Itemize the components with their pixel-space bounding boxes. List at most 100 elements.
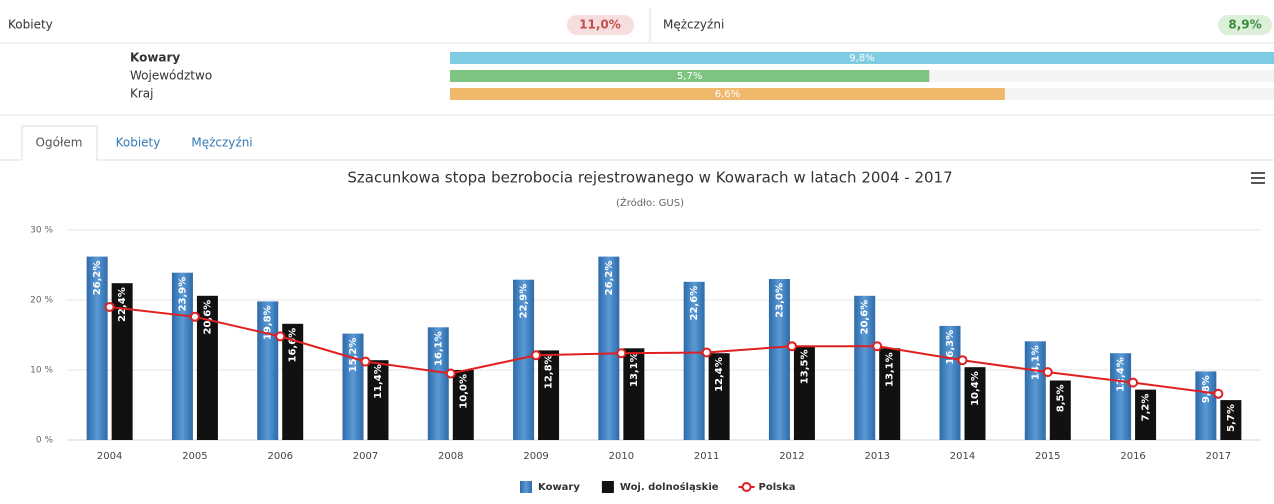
women-badge bbox=[567, 15, 634, 35]
data-label: 12,8% bbox=[544, 354, 555, 389]
x-tick-label: 2016 bbox=[1120, 451, 1145, 462]
bar bbox=[768, 279, 790, 440]
line-marker bbox=[1128, 377, 1139, 388]
bar bbox=[427, 327, 449, 440]
bar bbox=[538, 350, 560, 440]
line-marker bbox=[872, 341, 883, 352]
comparison-bar bbox=[450, 52, 1274, 64]
bar bbox=[1049, 380, 1071, 440]
legend-label: Kowary bbox=[538, 482, 580, 493]
line bbox=[109, 306, 1219, 395]
data-label: 12,4% bbox=[1116, 357, 1127, 392]
menu-bar bbox=[1251, 172, 1265, 174]
comparison-label: Województwo bbox=[130, 69, 212, 83]
data-label: 9,8% bbox=[1201, 375, 1212, 403]
data-label: 16,1% bbox=[433, 331, 444, 366]
bar bbox=[367, 360, 389, 440]
line-marker bbox=[616, 348, 627, 359]
data-label: 20,6% bbox=[202, 300, 213, 335]
x-tick-label: 2013 bbox=[864, 451, 889, 462]
x-tick-label: 2005 bbox=[182, 451, 207, 462]
data-label: 10,4% bbox=[970, 371, 981, 406]
y-tick-label: 10 % bbox=[30, 366, 53, 376]
bar bbox=[939, 325, 961, 440]
bar bbox=[1135, 389, 1157, 440]
x-tick-label: 2006 bbox=[267, 451, 292, 462]
line-marker bbox=[1213, 388, 1224, 399]
data-label: 13,1% bbox=[885, 352, 896, 387]
data-label: 16,6% bbox=[288, 328, 299, 363]
men-badge bbox=[1218, 15, 1272, 35]
data-label: 23,0% bbox=[774, 283, 785, 318]
line-marker bbox=[445, 368, 456, 379]
x-tick-label: 2015 bbox=[1035, 451, 1060, 462]
x-tick-label: 2017 bbox=[1206, 451, 1231, 462]
comparison-bar bbox=[450, 70, 930, 82]
tab[interactable]: Mężczyźni bbox=[191, 136, 252, 150]
bar bbox=[1220, 400, 1242, 440]
data-label: 5,7% bbox=[1226, 404, 1237, 432]
bar bbox=[1110, 353, 1132, 440]
bar bbox=[513, 279, 535, 440]
data-label: 14,1% bbox=[1030, 345, 1041, 380]
bar bbox=[257, 301, 279, 440]
data-label: 22,4% bbox=[117, 287, 128, 322]
x-tick-label: 2011 bbox=[694, 451, 719, 462]
menu-bar bbox=[1251, 182, 1265, 184]
line-marker bbox=[786, 341, 797, 352]
women-label: Kobiety bbox=[8, 18, 53, 32]
tab[interactable]: Ogółem bbox=[36, 136, 83, 150]
legend-symbol bbox=[601, 481, 614, 493]
data-label: 16,3% bbox=[945, 330, 956, 365]
menu-icon[interactable] bbox=[1251, 172, 1265, 184]
bar bbox=[683, 281, 705, 440]
chart-title: Szacunkowa stopa bezrobocia rejestrowane… bbox=[347, 169, 952, 187]
data-label: 20,6% bbox=[860, 300, 871, 335]
line-marker bbox=[104, 302, 115, 312]
line-marker bbox=[531, 350, 542, 361]
data-label: 15,2% bbox=[348, 338, 359, 373]
x-tick-label: 2012 bbox=[779, 451, 804, 462]
menu-bar bbox=[1251, 177, 1265, 179]
comparison-value: 6,6% bbox=[715, 89, 740, 100]
chart-subtitle: (Źródło: GUS) bbox=[616, 196, 684, 209]
bar bbox=[282, 323, 304, 440]
data-label: 13,1% bbox=[629, 352, 640, 387]
data-label: 12,4% bbox=[714, 357, 725, 392]
bar bbox=[1024, 341, 1046, 440]
data-label: 13,5% bbox=[799, 350, 810, 385]
y-tick-label: 0 % bbox=[36, 436, 54, 446]
data-label: 26,2% bbox=[604, 261, 615, 296]
bar bbox=[111, 283, 133, 440]
data-label: 8,5% bbox=[1055, 385, 1066, 413]
bar bbox=[854, 295, 876, 440]
men-value: 8,9% bbox=[1228, 18, 1261, 32]
bar bbox=[623, 348, 645, 440]
bar bbox=[452, 370, 474, 440]
x-tick-label: 2007 bbox=[353, 451, 378, 462]
data-label: 23,9% bbox=[177, 277, 188, 312]
x-tick-label: 2010 bbox=[609, 451, 634, 462]
data-label: 26,2% bbox=[92, 261, 103, 296]
data-label: 22,9% bbox=[519, 284, 530, 319]
line-marker bbox=[701, 347, 712, 358]
bar bbox=[879, 348, 901, 440]
comparison-value: 5,7% bbox=[677, 71, 702, 82]
tab[interactable]: Kobiety bbox=[116, 136, 161, 150]
bar bbox=[86, 256, 108, 440]
active-tab bbox=[21, 125, 98, 160]
y-tick-label: 30 % bbox=[30, 226, 53, 236]
legend-symbol bbox=[741, 482, 752, 492]
data-label: 19,8% bbox=[263, 305, 274, 340]
legend-label: Polska bbox=[759, 482, 796, 493]
x-tick-label: 2014 bbox=[950, 451, 975, 462]
women-value: 11,0% bbox=[579, 18, 621, 32]
y-tick-label: 20 % bbox=[30, 296, 53, 306]
legend-label: Woj. dolnośląskie bbox=[620, 481, 719, 493]
x-tick-label: 2008 bbox=[438, 451, 463, 462]
comparison-value: 9,8% bbox=[849, 53, 874, 64]
comparison-bar bbox=[450, 88, 1005, 100]
bar bbox=[1195, 371, 1217, 440]
line-marker bbox=[360, 356, 371, 367]
